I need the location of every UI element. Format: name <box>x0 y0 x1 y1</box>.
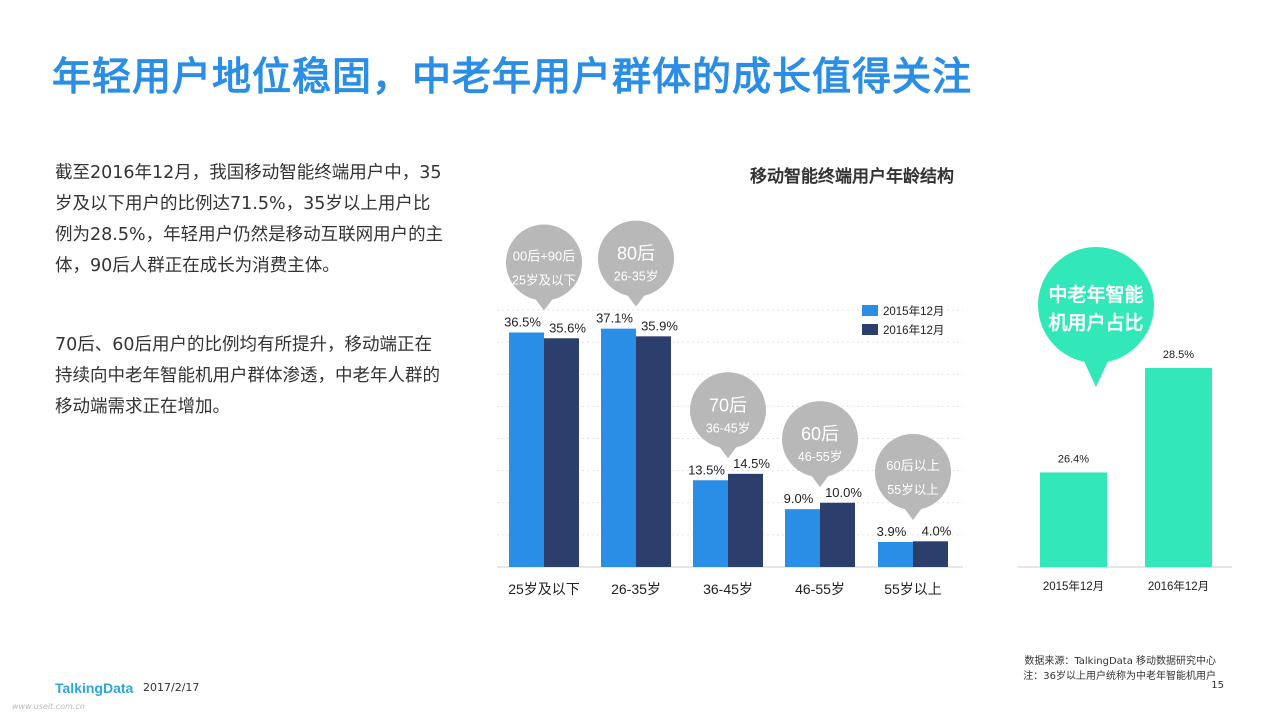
bar-2016 <box>544 338 579 567</box>
callout-subtitle: 25岁及以下 <box>512 272 576 287</box>
callout-bubble <box>875 433 951 510</box>
source-line: 数据来源：TalkingData 移动数据研究中心 <box>1024 656 1216 667</box>
data-label: 9.0% <box>784 491 814 506</box>
callout-subtitle: 26-35岁 <box>614 269 658 284</box>
callout-title: 00后+90后 <box>513 248 576 263</box>
note-line: 注：36岁以上用户统称为中老年智能机用户 <box>1023 671 1216 682</box>
summary-paragraph-2: 70后、60后用户的比例均有所提升，移动端正在持续向中老年智能机用户群体渗透，中… <box>55 335 440 417</box>
bar-2015 <box>878 541 913 567</box>
page-number: 15 <box>1211 680 1224 691</box>
bar-2015 <box>509 332 544 567</box>
bar-2016 <box>728 473 763 567</box>
callout-title: 60后 <box>801 424 839 444</box>
talkingdata-logo: TalkingData <box>55 680 134 696</box>
x-tick-label: 25岁及以下 <box>508 581 580 597</box>
data-label: 35.6% <box>549 320 586 335</box>
callout-bubble <box>598 220 674 297</box>
callout-subtitle: 36-45岁 <box>706 420 750 435</box>
summary-paragraph-1: 截至2016年12月，我国移动智能终端用户中，35岁及以下用户的比例达71.5%… <box>55 163 444 276</box>
data-source-note: 数据来源：TalkingData 移动数据研究中心 注：36岁以上用户统称为中老… <box>1023 654 1216 684</box>
ratio-chart-title: 机用户占比 <box>1048 311 1143 334</box>
legend-swatch <box>862 305 878 316</box>
x-tick-label: 26-35岁 <box>611 581 661 597</box>
bar-2015 <box>785 509 820 567</box>
callout-title: 70后 <box>709 395 747 415</box>
watermark: www.useit.com.cn <box>12 702 85 711</box>
data-label: 4.0% <box>922 523 952 538</box>
bar-2016 <box>820 502 855 567</box>
legend-label: 2015年12月 <box>883 304 944 318</box>
legend-swatch <box>862 324 878 335</box>
report-date: 2017/2/17 <box>143 681 200 694</box>
data-label: 3.9% <box>877 524 907 539</box>
title-bubble <box>1038 247 1154 363</box>
x-tick-label: 46-55岁 <box>795 581 845 597</box>
x-tick-label: 55岁以上 <box>884 581 942 597</box>
title-bubble-pointer <box>1082 357 1110 387</box>
callout-bubble <box>782 401 858 478</box>
data-label: 10.0% <box>825 485 862 500</box>
data-label: 35.9% <box>641 318 678 333</box>
ratio-chart-title: 中老年智能 <box>1048 283 1143 306</box>
data-label: 14.5% <box>733 456 770 471</box>
data-label: 28.5% <box>1163 349 1194 361</box>
bar-2015 <box>693 480 728 567</box>
data-label: 36.5% <box>504 314 541 329</box>
callout-bubble <box>506 224 582 301</box>
x-tick-label: 2016年12月 <box>1148 579 1209 593</box>
data-label: 13.5% <box>688 462 725 477</box>
bar-2016 <box>636 336 671 567</box>
age-chart-title: 移动智能终端用户年龄结构 <box>750 167 954 187</box>
data-label: 26.4% <box>1058 453 1089 465</box>
ratio-bar <box>1040 472 1107 567</box>
callout-subtitle: 55岁以上 <box>887 482 938 497</box>
bar-2015 <box>601 328 636 567</box>
data-label: 37.1% <box>596 311 633 326</box>
callout-bubble <box>690 372 766 449</box>
x-tick-label: 36-45岁 <box>703 581 753 597</box>
page-title: 年轻用户地位稳固，中老年用户群体的成长值得关注 <box>52 55 973 100</box>
ratio-bar <box>1145 368 1212 567</box>
callout-title: 60后以上 <box>886 458 939 473</box>
callout-subtitle: 46-55岁 <box>798 449 842 464</box>
x-tick-label: 2015年12月 <box>1043 579 1104 593</box>
callout-title: 80后 <box>617 244 655 264</box>
legend-label: 2016年12月 <box>883 323 944 337</box>
bar-2016 <box>913 541 948 567</box>
